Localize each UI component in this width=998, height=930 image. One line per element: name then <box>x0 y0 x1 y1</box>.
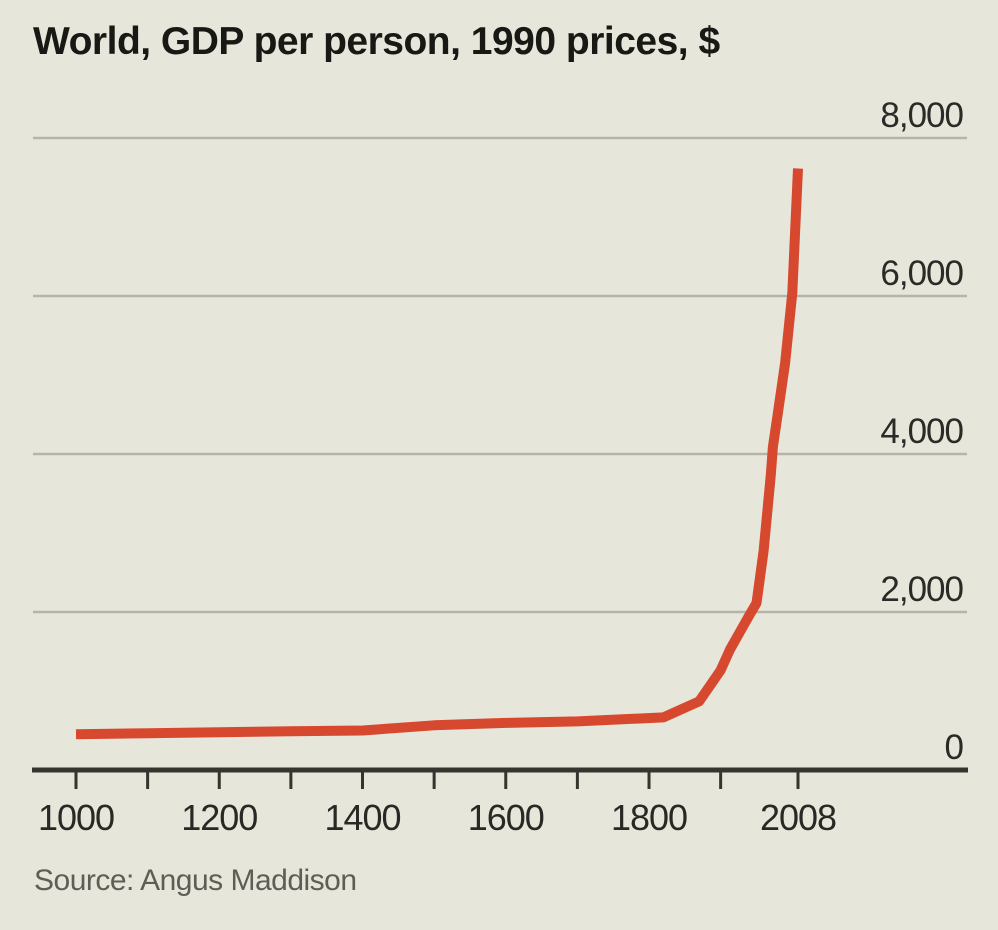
source-note: Source: Angus Maddison <box>34 864 357 897</box>
x-axis-label: 1600 <box>468 797 544 838</box>
y-axis-label: 0 <box>945 728 964 767</box>
x-axis-label: 1400 <box>324 797 400 838</box>
x-axis-label: 1200 <box>181 797 257 838</box>
y-axis-label: 8,000 <box>880 96 963 135</box>
x-axis-label: 2008 <box>760 797 836 838</box>
x-axis-label: 1000 <box>38 797 114 838</box>
y-axis-label: 4,000 <box>880 412 963 451</box>
x-axis-label: 1800 <box>611 797 687 838</box>
gdp-line <box>75 168 803 740</box>
chart-title: World, GDP per person, 1990 prices, $ <box>33 20 720 63</box>
y-axis-label: 2,000 <box>880 570 963 609</box>
y-axis-label: 6,000 <box>880 254 963 293</box>
